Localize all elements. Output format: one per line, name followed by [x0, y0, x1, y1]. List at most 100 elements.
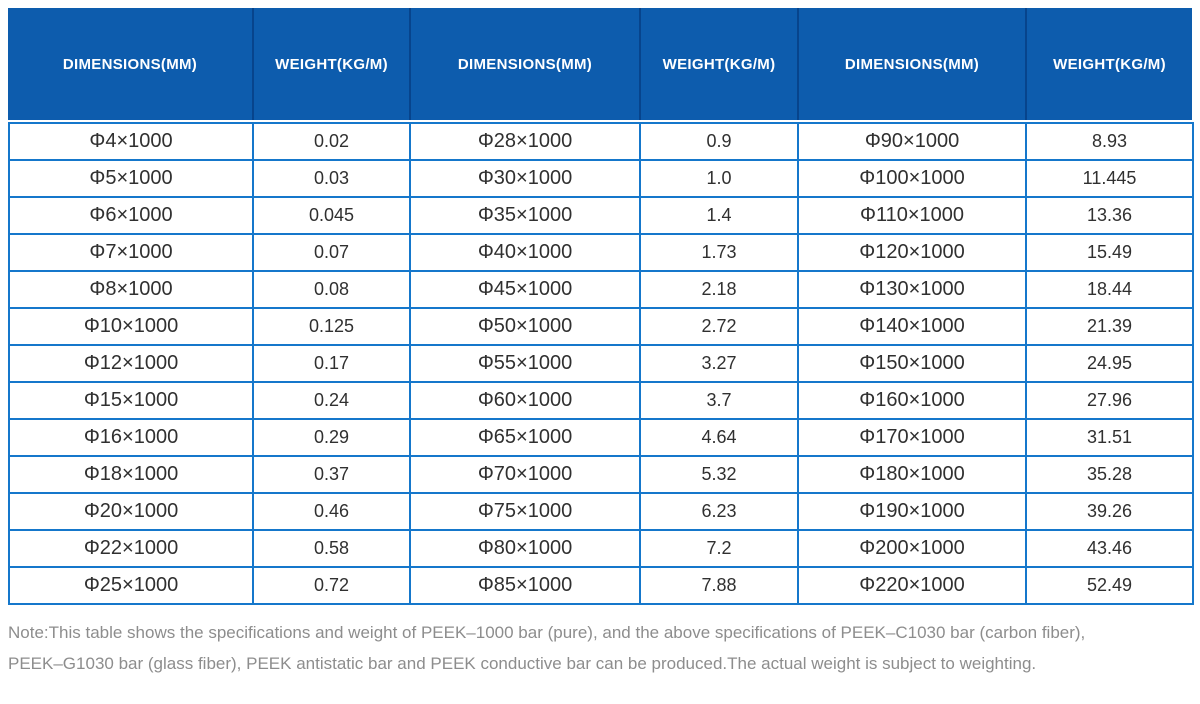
dimension-cell: Φ170×1000 — [797, 418, 1027, 457]
weight-cell: 0.08 — [252, 270, 411, 309]
dimension-cell: Φ200×1000 — [797, 529, 1027, 568]
weight-cell: 1.0 — [639, 159, 799, 198]
dimension-cell: Φ16×1000 — [8, 418, 254, 457]
table-row: Φ4×1000 0.02 Φ28×1000 0.9 Φ90×1000 8.93 — [8, 122, 1194, 161]
weight-cell: 0.29 — [252, 418, 411, 457]
dimension-cell: Φ22×1000 — [8, 529, 254, 568]
table-row: Φ18×1000 0.37 Φ70×1000 5.32 Φ180×1000 35.28 — [8, 455, 1194, 494]
weight-cell: 18.44 — [1025, 270, 1194, 309]
weight-cell: 2.18 — [639, 270, 799, 309]
weight-cell: 13.36 — [1025, 196, 1194, 235]
table-header-row: DIMENSIONS(MM) WEIGHT(KG/M) DIMENSIONS(M… — [8, 8, 1192, 120]
dimension-cell: Φ15×1000 — [8, 381, 254, 420]
dimension-cell: Φ18×1000 — [8, 455, 254, 494]
weight-cell: 43.46 — [1025, 529, 1194, 568]
weight-cell: 0.9 — [639, 122, 799, 161]
dimension-cell: Φ10×1000 — [8, 307, 254, 346]
table-row: Φ22×1000 0.58 Φ80×1000 7.2 Φ200×1000 43.46 — [8, 529, 1194, 568]
table-row: Φ8×1000 0.08 Φ45×1000 2.18 Φ130×1000 18.44 — [8, 270, 1194, 309]
weight-cell: 15.49 — [1025, 233, 1194, 272]
weight-cell: 0.125 — [252, 307, 411, 346]
weight-cell: 6.23 — [639, 492, 799, 531]
weight-cell: 0.37 — [252, 455, 411, 494]
dimension-cell: Φ40×1000 — [409, 233, 641, 272]
table-row: Φ16×1000 0.29 Φ65×1000 4.64 Φ170×1000 31.51 — [8, 418, 1194, 457]
dimension-cell: Φ150×1000 — [797, 344, 1027, 383]
dimension-cell: Φ90×1000 — [797, 122, 1027, 161]
column-header-weight-1: WEIGHT(KG/M) — [252, 8, 409, 120]
dimension-cell: Φ190×1000 — [797, 492, 1027, 531]
dimension-cell: Φ75×1000 — [409, 492, 641, 531]
dimension-cell: Φ80×1000 — [409, 529, 641, 568]
weight-cell: 0.72 — [252, 566, 411, 605]
dimension-cell: Φ30×1000 — [409, 159, 641, 198]
dimension-cell: Φ220×1000 — [797, 566, 1027, 605]
weight-cell: 5.32 — [639, 455, 799, 494]
dimension-cell: Φ130×1000 — [797, 270, 1027, 309]
table-row: Φ10×1000 0.125 Φ50×1000 2.72 Φ140×1000 21.39 — [8, 307, 1194, 346]
weight-cell: 0.045 — [252, 196, 411, 235]
weight-cell: 39.26 — [1025, 492, 1194, 531]
dimension-cell: Φ12×1000 — [8, 344, 254, 383]
weight-cell: 0.17 — [252, 344, 411, 383]
column-header-dimensions-3: DIMENSIONS(MM) — [797, 8, 1025, 120]
dimension-cell: Φ60×1000 — [409, 381, 641, 420]
dimension-cell: Φ70×1000 — [409, 455, 641, 494]
weight-cell: 4.64 — [639, 418, 799, 457]
column-header-weight-3: WEIGHT(KG/M) — [1025, 8, 1192, 120]
spec-table-body: Φ4×1000 0.02 Φ28×1000 0.9 Φ90×1000 8.93 Φ5×100… — [8, 122, 1194, 605]
weight-cell: 7.2 — [639, 529, 799, 568]
dimension-cell: Φ55×1000 — [409, 344, 641, 383]
weight-cell: 1.73 — [639, 233, 799, 272]
weight-cell: 35.28 — [1025, 455, 1194, 494]
weight-cell: 0.02 — [252, 122, 411, 161]
spec-table: Φ4×1000 0.02 Φ28×1000 0.9 Φ90×1000 8.93 Φ5×100… — [8, 122, 1194, 605]
dimension-cell: Φ160×1000 — [797, 381, 1027, 420]
dimension-cell: Φ45×1000 — [409, 270, 641, 309]
weight-cell: 21.39 — [1025, 307, 1194, 346]
dimension-cell: Φ4×1000 — [8, 122, 254, 161]
weight-cell: 52.49 — [1025, 566, 1194, 605]
dimension-cell: Φ35×1000 — [409, 196, 641, 235]
column-header-dimensions-1: DIMENSIONS(MM) — [62, 55, 198, 73]
note-line-1: Note:This table shows the specifications… — [8, 623, 1086, 642]
weight-cell: 0.58 — [252, 529, 411, 568]
dimension-cell: Φ110×1000 — [797, 196, 1027, 235]
column-header-dimensions-2: DIMENSIONS(MM) — [409, 8, 639, 120]
table-row: Φ7×1000 0.07 Φ40×1000 1.73 Φ120×1000 15.49 — [8, 233, 1194, 272]
dimension-cell: Φ65×1000 — [409, 418, 641, 457]
note-line-2: PEEK–G1030 bar (glass fiber), PEEK antis… — [8, 654, 1037, 673]
weight-cell: 3.7 — [639, 381, 799, 420]
weight-cell: 27.96 — [1025, 381, 1194, 420]
table-note: Note:This table shows the specifications… — [8, 617, 1192, 679]
dimension-cell: Φ100×1000 — [797, 159, 1027, 198]
weight-cell: 2.72 — [639, 307, 799, 346]
dimension-cell: Φ140×1000 — [797, 307, 1027, 346]
weight-cell: 0.46 — [252, 492, 411, 531]
dimension-cell: Φ85×1000 — [409, 566, 641, 605]
dimension-cell: Φ120×1000 — [797, 233, 1027, 272]
weight-cell: 8.93 — [1025, 122, 1194, 161]
dimension-cell: Φ6×1000 — [8, 196, 254, 235]
dimension-cell: Φ50×1000 — [409, 307, 641, 346]
weight-cell: 0.24 — [252, 381, 411, 420]
table-row: Φ6×1000 0.045 Φ35×1000 1.4 Φ110×1000 13.36 — [8, 196, 1194, 235]
table-row: Φ15×1000 0.24 Φ60×1000 3.7 Φ160×1000 27.96 — [8, 381, 1194, 420]
weight-cell: 31.51 — [1025, 418, 1194, 457]
dimension-cell: Φ25×1000 — [8, 566, 254, 605]
table-row: Φ25×1000 0.72 Φ85×1000 7.88 Φ220×1000 52.49 — [8, 566, 1194, 605]
table-row: Φ20×1000 0.46 Φ75×1000 6.23 Φ190×1000 39.26 — [8, 492, 1194, 531]
column-header-weight-2: WEIGHT(KG/M) — [639, 8, 797, 120]
weight-cell: 1.4 — [639, 196, 799, 235]
weight-cell: 7.88 — [639, 566, 799, 605]
weight-cell: 3.27 — [639, 344, 799, 383]
dimension-cell: Φ8×1000 — [8, 270, 254, 309]
dimension-cell: Φ28×1000 — [409, 122, 641, 161]
weight-cell: 0.07 — [252, 233, 411, 272]
table-row: Φ5×1000 0.03 Φ30×1000 1.0 Φ100×1000 11.445 — [8, 159, 1194, 198]
dimension-cell: Φ20×1000 — [8, 492, 254, 531]
weight-cell: 24.95 — [1025, 344, 1194, 383]
dimension-cell: Φ180×1000 — [797, 455, 1027, 494]
dimension-cell: Φ5×1000 — [8, 159, 254, 198]
